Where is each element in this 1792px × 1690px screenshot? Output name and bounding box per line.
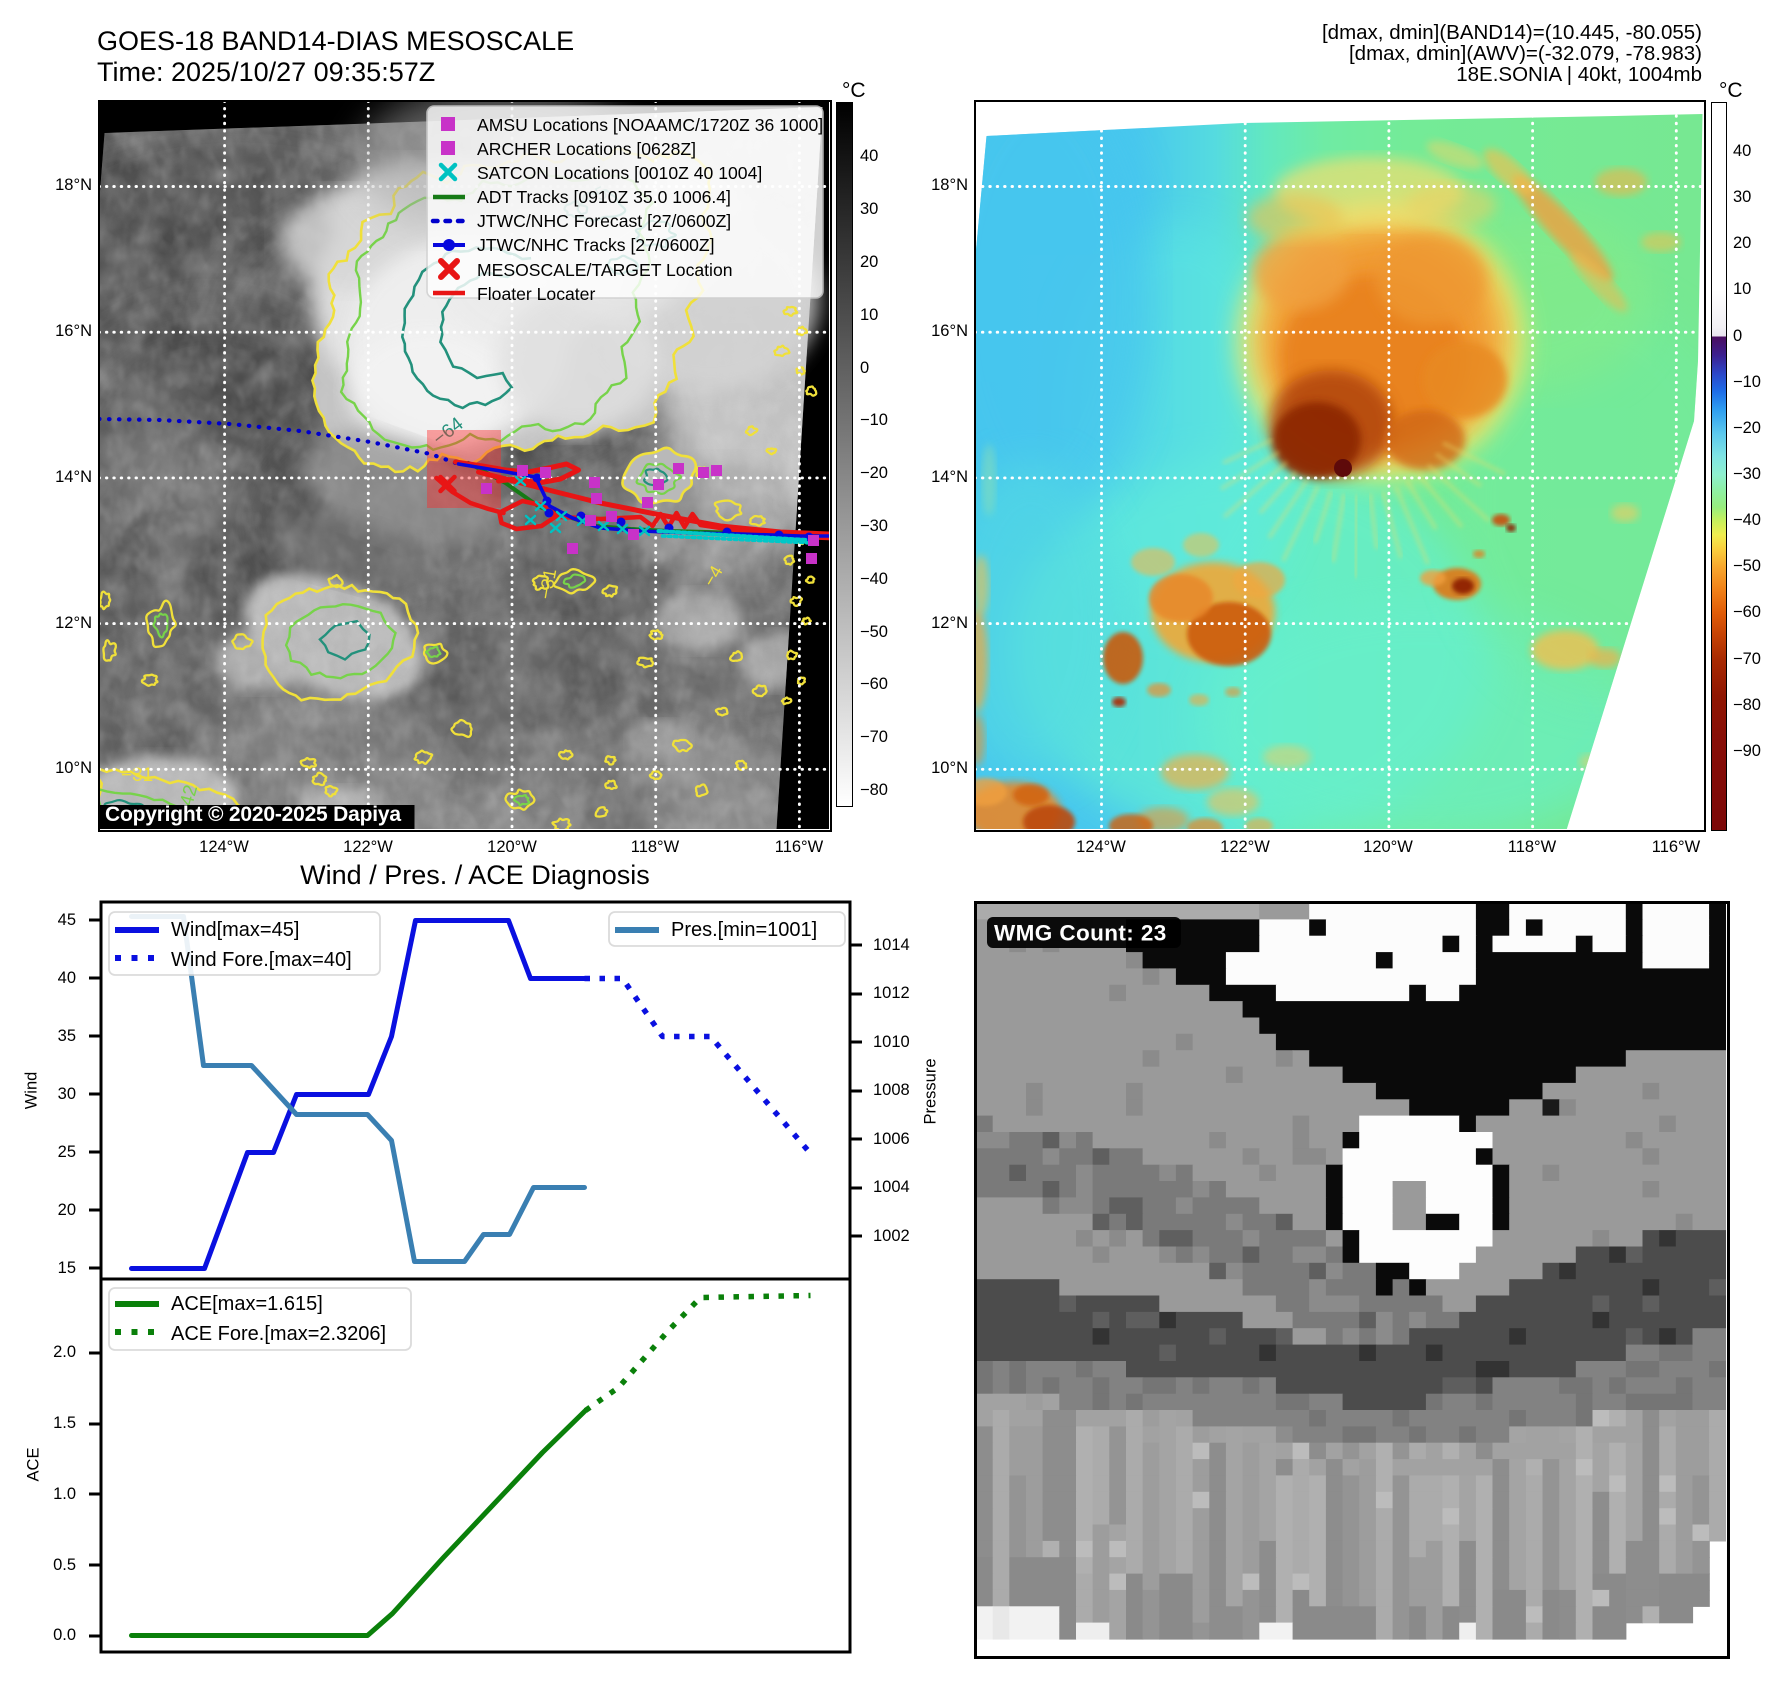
svg-text:MESOSCALE/TARGET Location: MESOSCALE/TARGET Location <box>477 260 733 280</box>
svg-text:ADT Tracks [0910Z 35.0 1006.4]: ADT Tracks [0910Z 35.0 1006.4] <box>477 187 731 207</box>
svg-text:JTWC/NHC Tracks [27/0600Z]: JTWC/NHC Tracks [27/0600Z] <box>477 235 715 255</box>
svg-text:Wind[max=45]: Wind[max=45] <box>171 919 299 941</box>
svg-text:ACE Fore.[max=2.3206]: ACE Fore.[max=2.3206] <box>171 1323 386 1345</box>
svg-text:Pres.[min=1001]: Pres.[min=1001] <box>671 919 817 941</box>
svg-text:Copyright © 2020-2025 Dapiya: Copyright © 2020-2025 Dapiya <box>105 803 401 826</box>
svg-text:Wind Fore.[max=40]: Wind Fore.[max=40] <box>171 949 352 971</box>
svg-text:JTWC/NHC Forecast [27/0600Z]: JTWC/NHC Forecast [27/0600Z] <box>477 211 731 231</box>
svg-text:ARCHER Locations [0628Z]: ARCHER Locations [0628Z] <box>477 139 696 159</box>
svg-text:SATCON Locations [0010Z 40 100: SATCON Locations [0010Z 40 1004] <box>477 163 762 183</box>
svg-text:WMG Count: 23: WMG Count: 23 <box>994 920 1167 945</box>
svg-text:ACE[max=1.615]: ACE[max=1.615] <box>171 1293 323 1315</box>
svg-text:AMSU Locations [NOAAMC/1720Z 3: AMSU Locations [NOAAMC/1720Z 36 1000] <box>477 115 823 135</box>
svg-text:Floater Locater: Floater Locater <box>477 284 595 304</box>
